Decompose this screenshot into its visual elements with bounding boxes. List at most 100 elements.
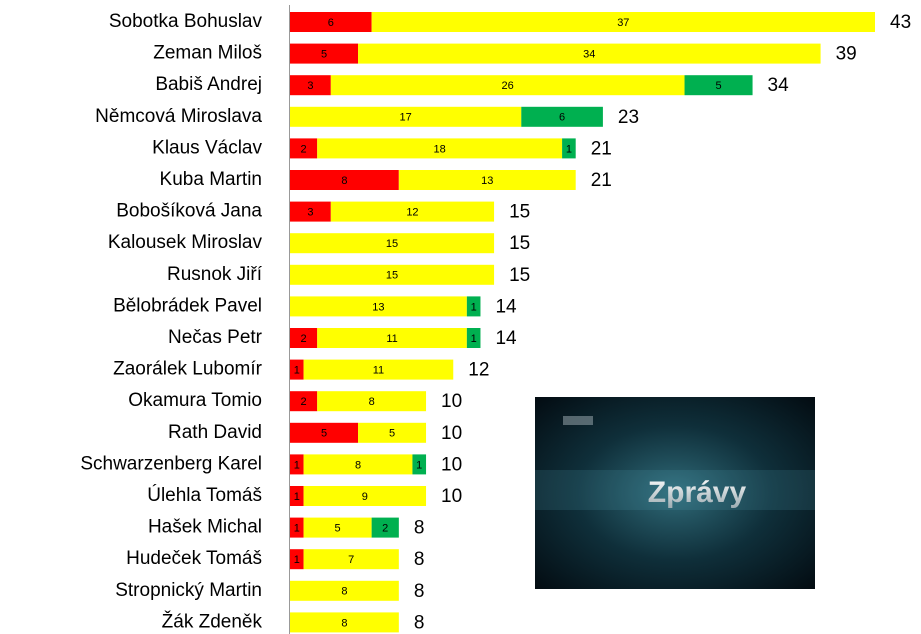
bar-segment <box>358 422 427 443</box>
category-label: Rusnok Jiří <box>167 264 263 285</box>
total-label: 10 <box>441 391 462 412</box>
category-label: Okamura Tomio <box>128 390 262 411</box>
inset-title: Zprávy <box>648 476 747 509</box>
bar-segment <box>412 454 427 475</box>
bar-segment <box>290 517 304 538</box>
bar-segment <box>358 43 821 64</box>
segment-label: 5 <box>321 49 327 61</box>
bar-segment <box>562 138 576 159</box>
bar-segment <box>303 517 372 538</box>
segment-label: 13 <box>372 301 384 313</box>
total-label: 8 <box>414 518 425 539</box>
bar-segment <box>290 12 372 32</box>
segment-label: 1 <box>294 365 300 377</box>
segment-label: 2 <box>301 143 307 155</box>
bar-segment <box>684 75 753 96</box>
total-label: 8 <box>414 612 425 633</box>
total-label: 23 <box>618 107 639 128</box>
segment-label: 5 <box>335 523 341 535</box>
total-label: 34 <box>768 75 790 96</box>
total-label: 10 <box>441 486 462 507</box>
category-label: Schwarzenberg Karel <box>80 453 262 474</box>
total-label: 14 <box>495 328 517 349</box>
category-label: Kalousek Miroslav <box>108 232 263 253</box>
total-label: 8 <box>414 549 425 570</box>
category-label: Hašek Michal <box>148 517 262 538</box>
category-label: Němcová Miroslava <box>95 106 262 127</box>
bar-segment <box>317 391 427 412</box>
segment-label: 8 <box>341 617 347 629</box>
total-label: 39 <box>836 44 857 65</box>
segment-label: 26 <box>502 80 514 92</box>
bar-segment <box>290 264 495 285</box>
bar-segment <box>290 391 318 412</box>
total-label: 14 <box>495 296 517 317</box>
bar-segment <box>303 486 427 506</box>
bar-segment <box>466 296 481 317</box>
category-label: Bobošíková Jana <box>116 201 262 222</box>
segment-label: 2 <box>301 396 307 408</box>
category-label: Sobotka Bohuslav <box>109 11 263 32</box>
segment-label: 5 <box>389 428 395 440</box>
bar-segment <box>290 75 331 96</box>
bar-segment <box>398 170 576 190</box>
bar-segment <box>290 422 359 443</box>
segment-label: 8 <box>369 396 375 408</box>
segment-label: 1 <box>294 554 300 566</box>
total-label: 21 <box>591 170 612 191</box>
bar-segment <box>303 549 399 570</box>
segment-label: 8 <box>355 459 361 471</box>
bar-segment <box>290 328 318 348</box>
bar-segment <box>290 233 495 254</box>
segment-label: 11 <box>373 365 384 377</box>
bar-segment <box>371 517 399 538</box>
total-label: 12 <box>468 360 489 381</box>
category-label: Klaus Václav <box>152 137 262 158</box>
segment-label: 11 <box>386 333 397 345</box>
total-label: 43 <box>890 12 911 33</box>
category-label: Kuba Martin <box>160 169 262 190</box>
bar-segment <box>290 580 399 601</box>
segment-label: 9 <box>362 491 368 503</box>
segment-label: 1 <box>416 459 422 471</box>
category-label: Stropnický Martin <box>115 580 262 601</box>
segment-label: 8 <box>341 586 347 598</box>
segment-label: 12 <box>406 207 418 219</box>
category-label: Žák Zdeněk <box>162 610 263 632</box>
segment-label: 37 <box>617 17 629 29</box>
segment-label: 15 <box>386 238 398 250</box>
total-label: 10 <box>441 423 462 444</box>
segment-label: 1 <box>294 491 300 503</box>
segment-label: 1 <box>566 143 572 155</box>
bar-segment <box>290 486 304 506</box>
bar-segment <box>290 201 331 222</box>
inset-background <box>535 397 815 589</box>
total-label: 21 <box>591 138 612 159</box>
segment-label: 8 <box>341 175 347 187</box>
bar-segment <box>290 549 304 570</box>
category-label: Bělobrádek Pavel <box>113 295 262 316</box>
segment-label: 7 <box>348 554 354 566</box>
bar-segment <box>290 43 359 64</box>
bar-segment <box>330 75 685 96</box>
bar-segment <box>290 296 467 317</box>
segment-label: 1 <box>471 333 477 345</box>
bar-segment <box>290 138 318 159</box>
bar-segment <box>290 359 304 380</box>
category-label: Rath David <box>168 422 262 443</box>
bar-segment <box>290 612 399 633</box>
total-label: 10 <box>441 454 462 475</box>
category-label: Babiš Andrej <box>155 74 262 95</box>
category-label: Úlehla Tomáš <box>147 484 262 506</box>
segment-label: 5 <box>715 80 721 92</box>
category-label: Zeman Miloš <box>153 43 262 64</box>
bar-segment <box>317 138 563 159</box>
bar-segment <box>290 106 522 127</box>
bar-segment <box>317 328 467 348</box>
inset-logo <box>563 416 593 425</box>
segment-label: 1 <box>294 523 300 535</box>
segment-label: 17 <box>400 112 412 124</box>
bar-segment <box>466 328 481 348</box>
total-label: 8 <box>414 581 425 602</box>
